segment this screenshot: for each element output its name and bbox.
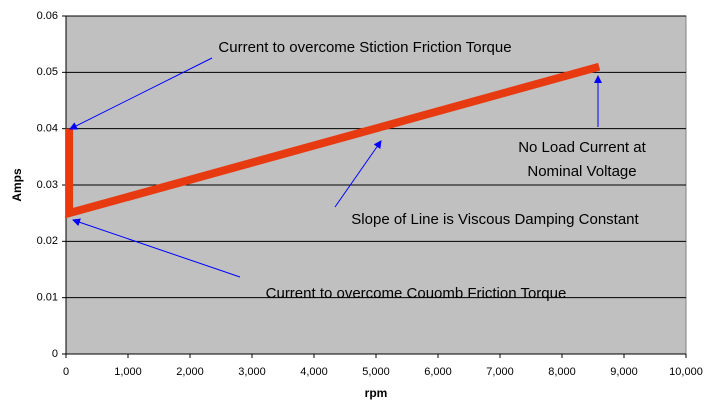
- y-tick-label: 0.02: [37, 235, 58, 247]
- annotation: Current to overcome Couomb Friction Torq…: [266, 285, 567, 302]
- x-tick-label: 5,000: [362, 366, 390, 378]
- y-tick-label: 0.06: [37, 10, 58, 22]
- x-tick-label: 10,000: [669, 366, 703, 378]
- annotation: Nominal Voltage: [527, 163, 636, 180]
- annotation-arrow: [69, 57, 213, 130]
- y-tick-label: 0: [52, 348, 58, 360]
- x-tick-label: 7,000: [486, 366, 514, 378]
- x-tick-label: 4,000: [300, 366, 328, 378]
- y-tick-label: 0.01: [37, 292, 58, 304]
- y-tick-label: 0.05: [37, 66, 58, 78]
- annotation-arrow: [72, 218, 241, 278]
- x-tick-label: 2,000: [176, 366, 204, 378]
- x-tick-label: 1,000: [114, 366, 142, 378]
- x-tick-label: 0: [63, 366, 69, 378]
- annotation: No Load Current at: [518, 139, 646, 156]
- annotation: Slope of Line is Viscous Damping Constan…: [351, 211, 639, 228]
- x-tick-label: 9,000: [610, 366, 638, 378]
- marks: [65, 62, 601, 219]
- annotation-arrow: [334, 140, 382, 208]
- x-axis-title: rpm: [365, 386, 388, 400]
- y-axis-title: Amps: [10, 168, 24, 202]
- x-tick-label: 8,000: [548, 366, 576, 378]
- y-tick-label: 0.03: [37, 179, 58, 191]
- x-tick-label: 3,000: [238, 366, 266, 378]
- x-tick-label: 6,000: [424, 366, 452, 378]
- y-tick-label: 0.04: [37, 123, 58, 135]
- series-line: [65, 62, 601, 219]
- annotation: Current to overcome Stiction Friction To…: [218, 39, 511, 56]
